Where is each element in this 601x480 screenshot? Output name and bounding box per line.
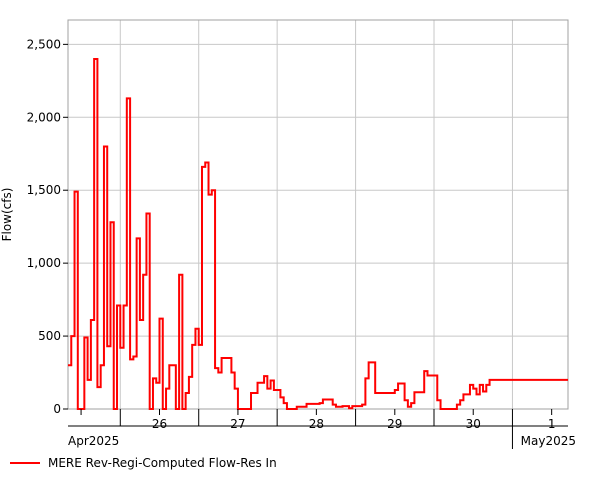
x-month-label: Apr2025 bbox=[68, 434, 119, 448]
y-tick-label: 1,000 bbox=[27, 256, 61, 270]
legend-label: MERE Rev-Regi-Computed Flow-Res In bbox=[48, 456, 277, 470]
x-day-label: 30 bbox=[466, 417, 481, 431]
legend-swatch bbox=[10, 462, 40, 464]
y-axis-title: Flow(cfs) bbox=[0, 188, 14, 242]
x-day-label: 27 bbox=[230, 417, 245, 431]
y-tick-label: 0 bbox=[53, 402, 61, 416]
y-tick-label: 500 bbox=[38, 329, 61, 343]
x-month-label: May2025 bbox=[521, 434, 576, 448]
y-tick-label: 2,000 bbox=[27, 110, 61, 124]
x-day-label: 29 bbox=[387, 417, 402, 431]
legend: MERE Rev-Regi-Computed Flow-Res In bbox=[10, 456, 277, 470]
plot-frame bbox=[67, 19, 569, 410]
y-tick-label: 2,500 bbox=[27, 37, 61, 51]
axis-layer: 0 500 1,000 1,500 2,000 2,500 26 27 28 29 30 1 Apr20… bbox=[27, 37, 576, 449]
series-line bbox=[68, 57, 568, 410]
series-layer bbox=[68, 57, 568, 410]
x-day-label: 28 bbox=[309, 417, 324, 431]
grid-layer bbox=[68, 20, 568, 409]
x-day-label: 26 bbox=[152, 417, 167, 431]
y-tick-label: 1,500 bbox=[27, 183, 61, 197]
x-day-label: 1 bbox=[548, 417, 556, 431]
